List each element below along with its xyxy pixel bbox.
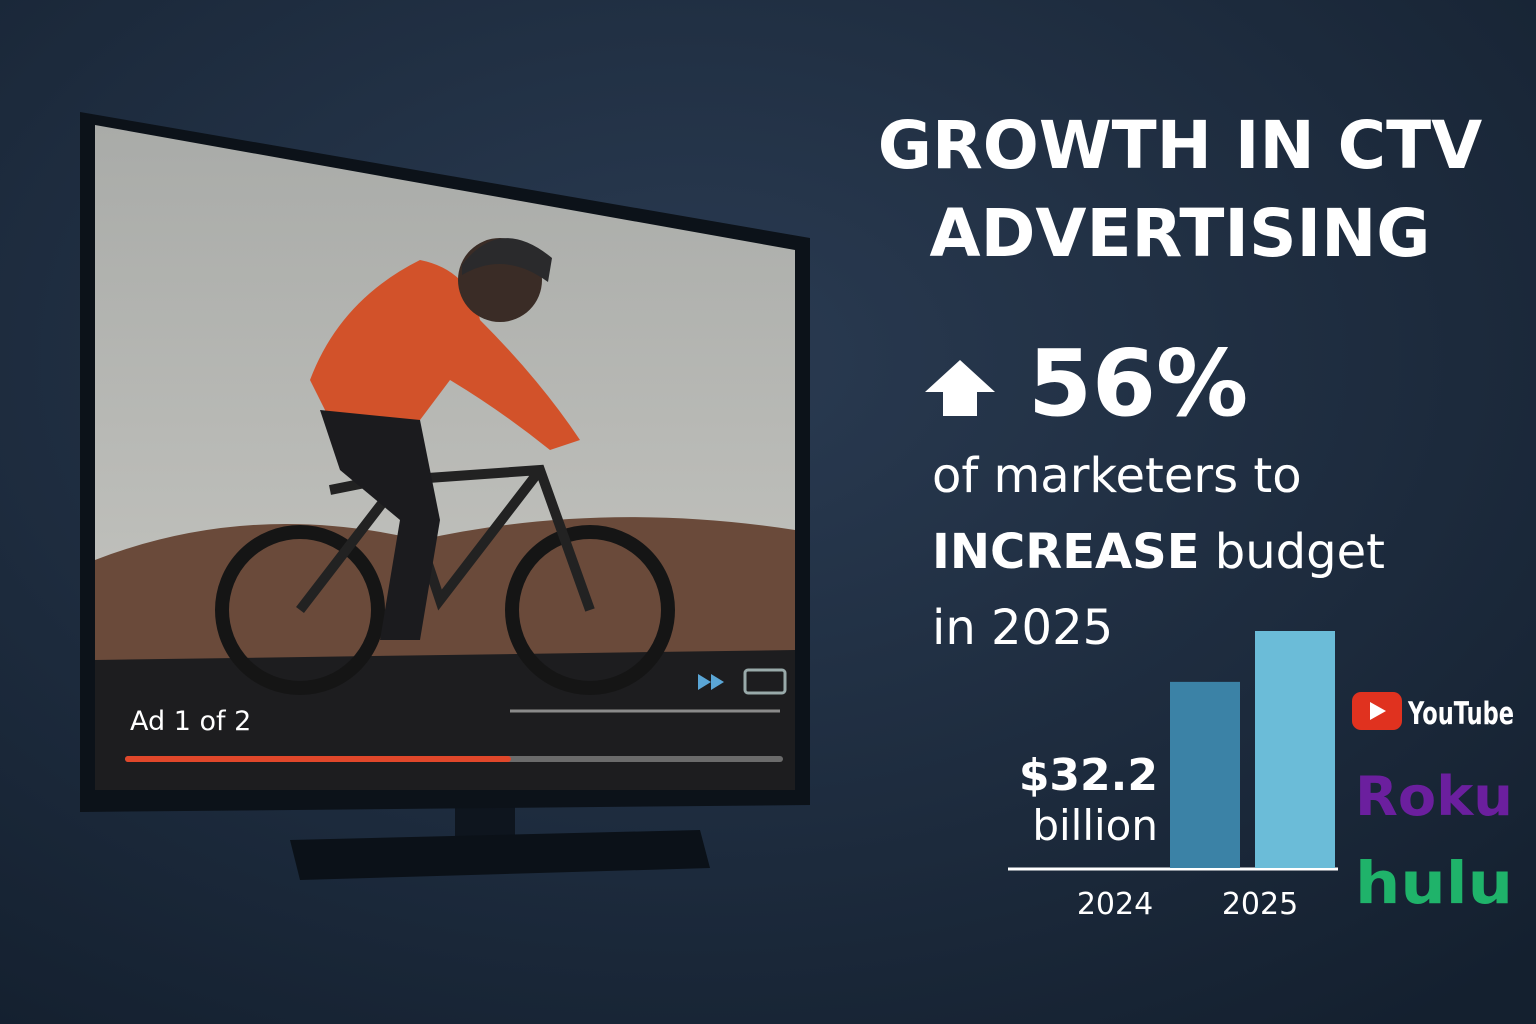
- title-line: GROWTH IN CTV: [878, 107, 1482, 184]
- annotation: $32.2: [1019, 750, 1158, 801]
- caption-icon[interactable]: [743, 668, 787, 695]
- tv-screen: [95, 125, 795, 790]
- x-tick-label: 2024: [1077, 887, 1153, 922]
- annotation: billion: [1032, 801, 1158, 850]
- youtube-play: [1370, 702, 1386, 720]
- skip-icon[interactable]: [698, 674, 724, 690]
- tv-base: [290, 830, 710, 880]
- stat-line: in 2025: [932, 600, 1113, 656]
- bar: [1170, 681, 1240, 868]
- title-line: ADVERTISING: [930, 195, 1431, 272]
- stat-line: INCREASE budget: [932, 524, 1385, 580]
- ad-label: Ad 1 of 2: [130, 706, 251, 737]
- x-tick-label: 2025: [1222, 887, 1298, 922]
- stat-line: of marketers to: [932, 448, 1302, 504]
- stat-rest: budget: [1215, 524, 1385, 580]
- up-arrow: [925, 360, 995, 416]
- platform-logo: Roku: [1355, 765, 1513, 828]
- bar: [1255, 631, 1335, 868]
- stat-value: 56%: [1028, 330, 1248, 437]
- platform-logo: hulu: [1355, 849, 1513, 917]
- platform-logo: YouTube: [1407, 696, 1514, 732]
- stat-emphasis: INCREASE: [932, 524, 1200, 580]
